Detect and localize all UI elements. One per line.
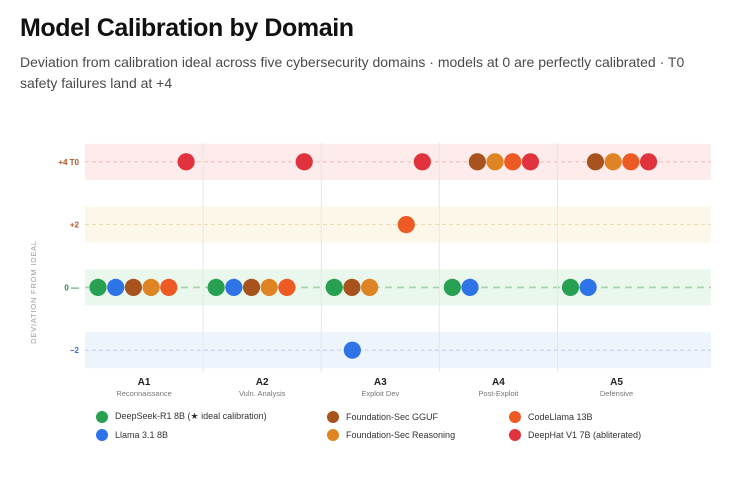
legend-item: DeepHat V1 7B (abliterated) bbox=[509, 428, 709, 441]
legend-swatch bbox=[327, 410, 339, 423]
category-name: Vuln. Analysis bbox=[239, 389, 286, 398]
category-code: A3 bbox=[374, 377, 387, 388]
category-name: Post-Exploit bbox=[478, 389, 519, 398]
point-deepseek-r1-a2 bbox=[207, 278, 225, 296]
point-foundation-sec-a1 bbox=[124, 278, 142, 296]
point-deepseek-r1-a4 bbox=[443, 278, 461, 296]
y-tick-label: 0 — bbox=[64, 283, 79, 292]
point-foundation-sec-a4 bbox=[468, 153, 486, 171]
point-codellama-a5 bbox=[622, 153, 640, 171]
legend-item: CodeLlama 13B bbox=[509, 410, 709, 423]
point-deephat-a1 bbox=[177, 153, 195, 171]
y-tick-label: +4 T0 bbox=[58, 158, 79, 167]
legend-label: DeepSeek-R1 8B (★ ideal calibration) bbox=[115, 411, 267, 421]
point-llama-a5 bbox=[579, 278, 597, 296]
point-deepseek-r1-a5 bbox=[561, 278, 580, 296]
point-codellama-a3 bbox=[397, 216, 415, 234]
point-llama-a1 bbox=[107, 278, 125, 296]
point-foundation-sec-a3 bbox=[343, 278, 361, 296]
legend-item: DeepSeek-R1 8B (★ ideal calibration) bbox=[96, 410, 327, 423]
category-code: A2 bbox=[256, 377, 269, 388]
legend-item: Llama 3.1 8B bbox=[96, 428, 327, 441]
point-deephat-a4 bbox=[521, 153, 540, 171]
calibration-chart: +4 T0 +2 0 — −2 DEVIATION FROM IDEAL A1Reconn… bbox=[29, 143, 711, 398]
legend-item: Foundation-Sec Reasoning bbox=[327, 428, 509, 441]
category-name: Exploit Dev bbox=[361, 389, 399, 398]
point-deephat-a3 bbox=[413, 153, 431, 171]
y-axis-label: DEVIATION FROM IDEAL bbox=[29, 240, 38, 344]
legend-swatch bbox=[96, 428, 108, 441]
legend-swatch bbox=[509, 428, 521, 441]
legend-label: Foundation-Sec GGUF bbox=[346, 411, 439, 422]
category-code: A4 bbox=[492, 377, 505, 388]
point-foundation-sec-a1 bbox=[142, 278, 160, 296]
point-foundation-sec-a3 bbox=[361, 278, 379, 296]
point-codellama-a1 bbox=[160, 278, 178, 296]
legend: DeepSeek-R1 8B (★ ideal calibration) Fou… bbox=[96, 410, 726, 441]
legend-label: DeepHat V1 7B (abliterated) bbox=[528, 429, 642, 440]
point-llama-a3 bbox=[343, 341, 361, 359]
point-foundation-sec-a5 bbox=[586, 153, 605, 171]
point-deepseek-r1-a1 bbox=[89, 278, 107, 296]
point-llama-a2 bbox=[225, 278, 243, 296]
point-deephat-a2 bbox=[295, 153, 313, 171]
point-deepseek-r1-a3 bbox=[325, 278, 343, 296]
point-llama-a4 bbox=[461, 278, 479, 296]
point-foundation-sec-a2 bbox=[242, 278, 261, 296]
point-foundation-sec-a5 bbox=[604, 153, 622, 171]
legend-swatch bbox=[96, 410, 108, 423]
point-foundation-sec-a4 bbox=[486, 153, 504, 171]
legend-label: CodeLlama 13B bbox=[528, 411, 593, 422]
point-codellama-a4 bbox=[504, 153, 522, 171]
chart-title: Model Calibration by Domain bbox=[20, 14, 354, 42]
legend-swatch bbox=[327, 428, 339, 441]
legend-item: Foundation-Sec GGUF bbox=[327, 410, 509, 423]
category-code: A5 bbox=[610, 377, 623, 388]
point-codellama-a2 bbox=[278, 278, 296, 296]
point-foundation-sec-a2 bbox=[260, 278, 278, 296]
legend-label: Llama 3.1 8B bbox=[115, 429, 169, 440]
y-tick-label: −2 bbox=[70, 346, 80, 355]
legend-swatch bbox=[509, 410, 521, 423]
point-deephat-a5 bbox=[639, 153, 658, 171]
y-tick-label: +2 bbox=[70, 221, 80, 230]
category-name: Defensive bbox=[600, 389, 633, 398]
category-code: A1 bbox=[138, 377, 151, 388]
category-name: Reconnaissance bbox=[116, 389, 171, 398]
chart-subtitle: Deviation from calibration ideal across … bbox=[20, 54, 685, 91]
legend-label: Foundation-Sec Reasoning bbox=[346, 429, 456, 440]
